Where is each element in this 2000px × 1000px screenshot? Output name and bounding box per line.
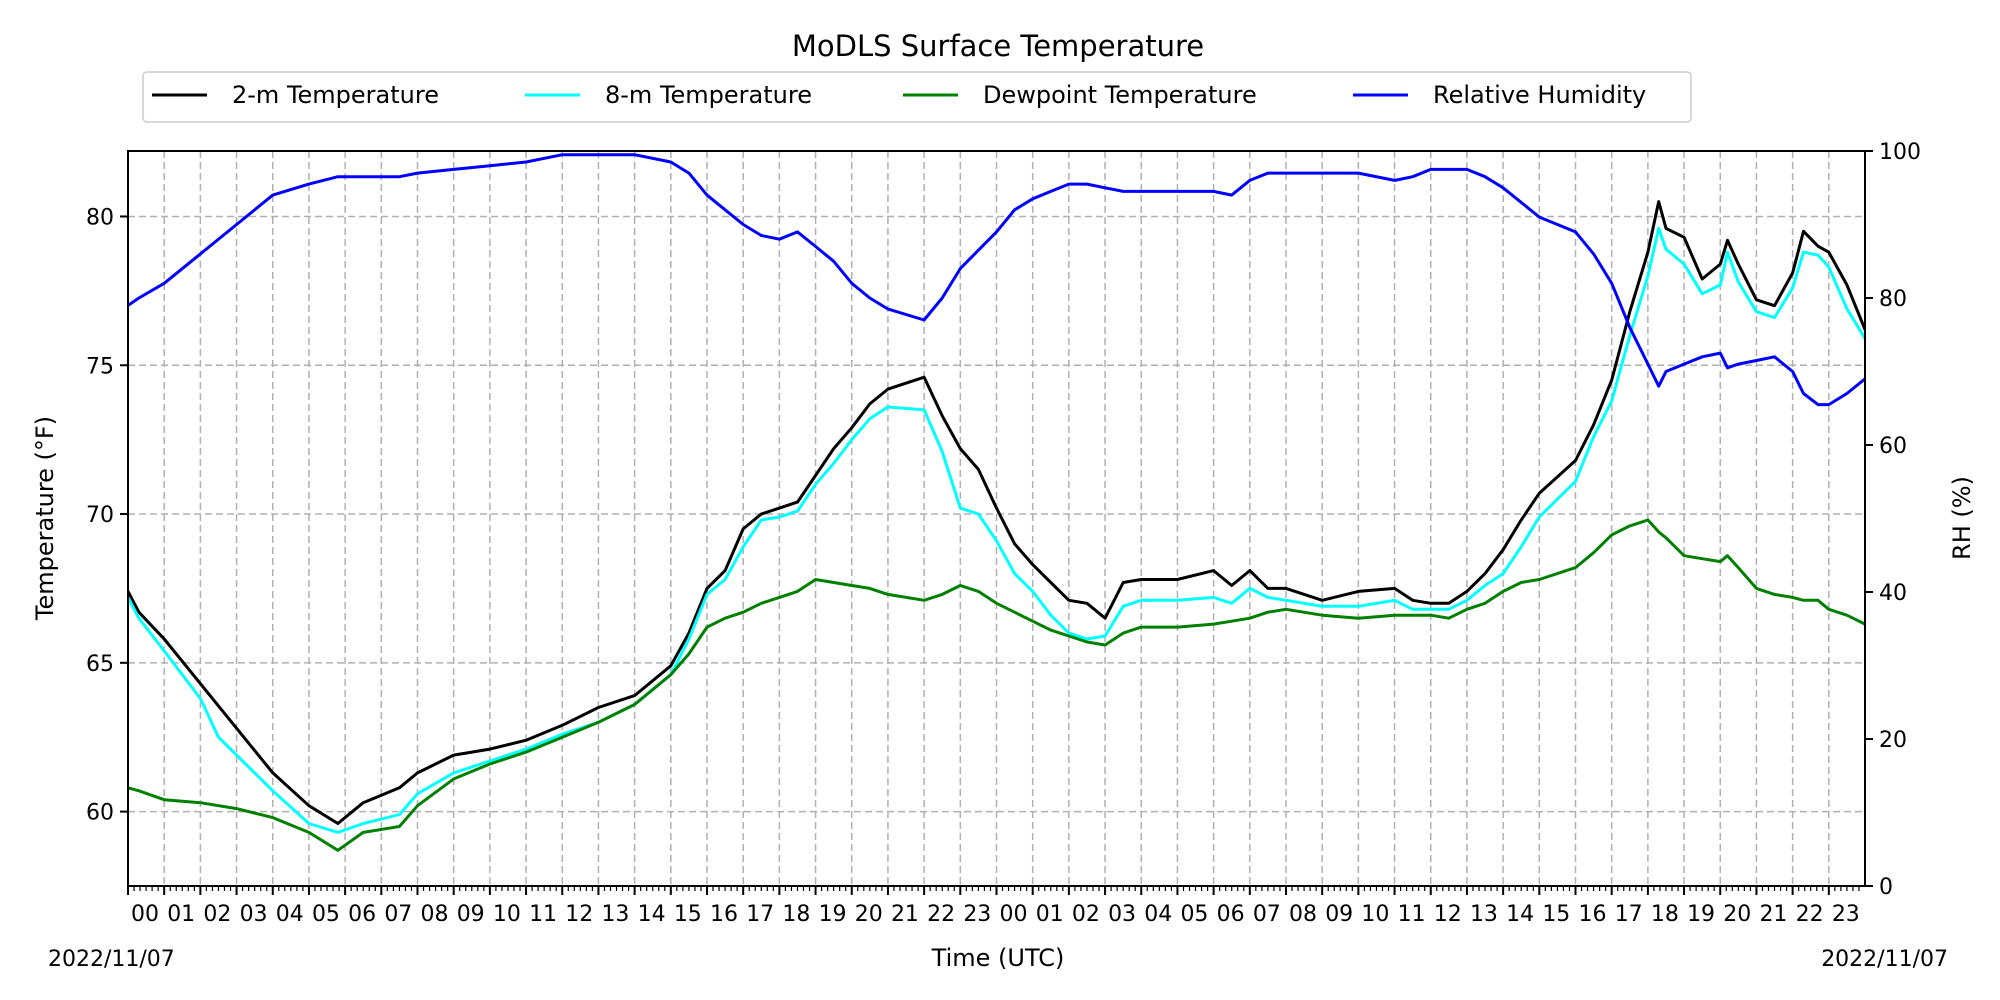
series-line-3	[128, 153, 1865, 407]
series-line-1	[128, 226, 1865, 834]
y2-tick-label: 20	[1879, 728, 1907, 753]
x-tick-label: 19	[819, 902, 847, 927]
y2-tick-label: 100	[1879, 140, 1921, 165]
x-tick-label: 03	[240, 902, 268, 927]
legend: 2-m Temperature 8-m Temperature Dewpoint T…	[142, 71, 1692, 123]
x-tick-label: 23	[1832, 902, 1860, 927]
x-tick-label: 04	[276, 902, 304, 927]
x-tick-label: 09	[1325, 902, 1353, 927]
x-tick-label: 06	[1217, 902, 1245, 927]
legend-items: 2-m Temperature 8-m Temperature Dewpoint T…	[152, 81, 1646, 109]
x-tick-label: 07	[1253, 902, 1281, 927]
date-label-left: 2022/11/07	[48, 947, 175, 972]
x-tick-label: 12	[1434, 902, 1462, 927]
x-tick-label: 08	[421, 902, 449, 927]
x-tick-label: 18	[1651, 902, 1679, 927]
x-tick-label: 19	[1687, 902, 1715, 927]
x-tick-label: 13	[1470, 902, 1498, 927]
y-tick-label: 65	[86, 652, 114, 677]
x-tick-label: 06	[348, 902, 376, 927]
x-tick-label: 01	[1036, 902, 1064, 927]
y-axis-label: Temperature (°F)	[31, 416, 59, 621]
y2-axis-label: RH (%)	[1948, 476, 1976, 560]
x-tick-label: 15	[1542, 902, 1570, 927]
y2-tick-label: 40	[1879, 581, 1907, 606]
x-tick-label: 14	[638, 902, 666, 927]
x-tick-label: 20	[855, 902, 883, 927]
legend-label: 2-m Temperature	[232, 81, 439, 109]
y-tick-label: 60	[86, 801, 114, 826]
x-tick-label: 13	[601, 902, 629, 927]
legend-label: 8-m Temperature	[605, 81, 812, 109]
y-tick-label: 70	[86, 503, 114, 528]
x-tick-label: 16	[710, 902, 738, 927]
x-tick-label: 12	[565, 902, 593, 927]
date-label-right: 2022/11/07	[1821, 947, 1948, 972]
y-tick-label: 75	[86, 354, 114, 379]
x-tick-label: 08	[1289, 902, 1317, 927]
x-tick-label: 09	[457, 902, 485, 927]
x-tick-label: 15	[674, 902, 702, 927]
x-tick-label: 04	[1144, 902, 1172, 927]
x-tick-label: 22	[1796, 902, 1824, 927]
x-tick-label: 05	[1180, 902, 1208, 927]
y-tick-label: 80	[86, 205, 114, 230]
x-tick-label: 11	[1398, 902, 1426, 927]
x-tick-label: 21	[1759, 902, 1787, 927]
series-line-2	[128, 518, 1865, 852]
series-line-0	[128, 200, 1865, 825]
x-tick-label: 03	[1108, 902, 1136, 927]
y2-tick-label: 0	[1879, 875, 1893, 900]
x-tick-label: 14	[1506, 902, 1534, 927]
x-tick-label: 17	[1615, 902, 1643, 927]
y2-tick-label: 60	[1879, 434, 1907, 459]
x-tick-label: 02	[1072, 902, 1100, 927]
x-tick-label: 01	[167, 902, 195, 927]
x-tick-label: 07	[384, 902, 412, 927]
x-tick-label: 16	[1579, 902, 1607, 927]
x-tick-label: 00	[1000, 902, 1028, 927]
x-tick-label: 21	[891, 902, 919, 927]
legend-label: Dewpoint Temperature	[983, 81, 1257, 109]
x-tick-label: 10	[1361, 902, 1389, 927]
x-tick-label: 11	[529, 902, 557, 927]
series-layer	[128, 153, 1865, 852]
x-tick-label: 02	[203, 902, 231, 927]
x-tick-label: 17	[746, 902, 774, 927]
x-tick-label: 20	[1723, 902, 1751, 927]
chart-title: MoDLS Surface Temperature	[792, 29, 1204, 63]
x-tick-label: 23	[963, 902, 991, 927]
x-axis-label: Time (UTC)	[931, 944, 1065, 972]
x-tick-label: 18	[782, 902, 810, 927]
x-tick-label: 00	[131, 902, 159, 927]
legend-label: Relative Humidity	[1433, 81, 1646, 109]
x-tick-label: 10	[493, 902, 521, 927]
y2-tick-label: 80	[1879, 287, 1907, 312]
grid-layer	[128, 151, 1865, 886]
legend-frame	[142, 71, 1692, 123]
x-tick-label: 22	[927, 902, 955, 927]
x-tick-label: 05	[312, 902, 340, 927]
